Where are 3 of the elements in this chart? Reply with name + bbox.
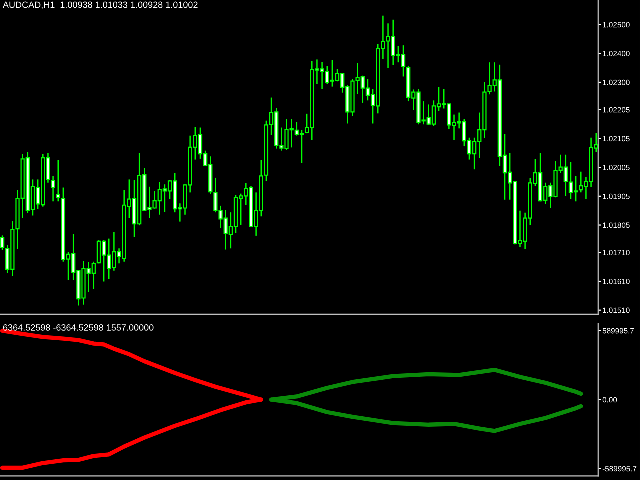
candlestick [56, 160, 60, 202]
chart-title: 6364.52598 -6364.52598 1557.00000 [3, 324, 154, 331]
chart-title: AUDCAD,H1 1.00938 1.01033 1.00928 1.01002 [3, 2, 198, 10]
